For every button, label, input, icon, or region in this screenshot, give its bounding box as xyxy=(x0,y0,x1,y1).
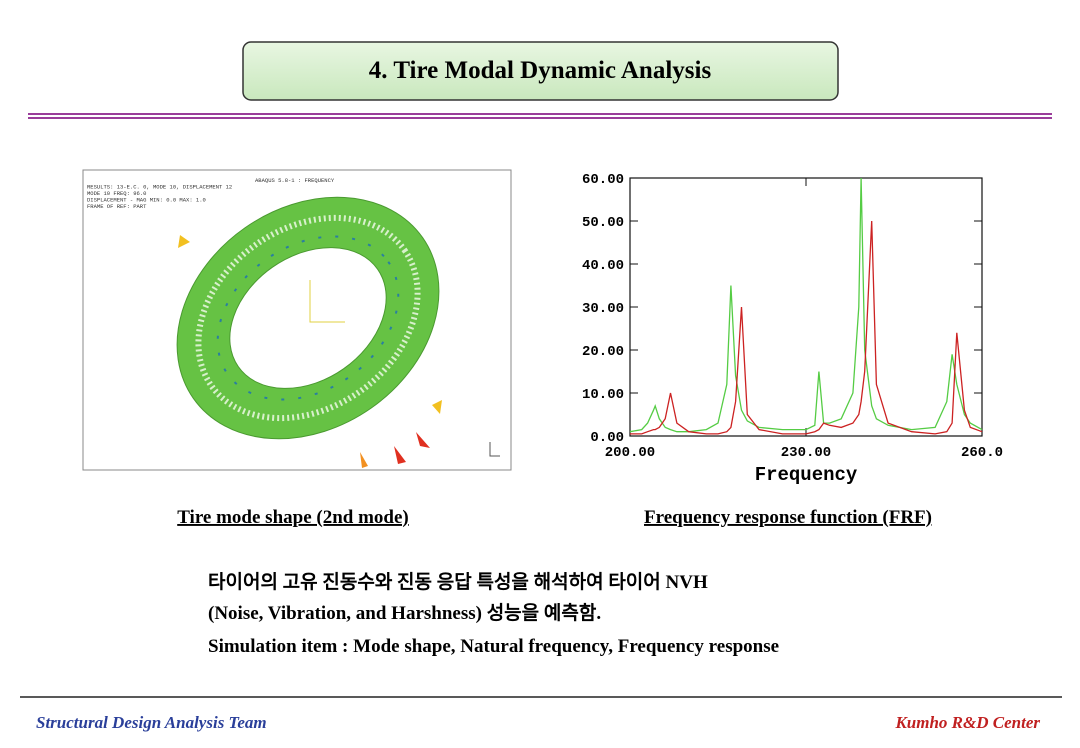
tire-nodes xyxy=(216,235,400,401)
caption: Frequency response function (FRF) xyxy=(644,507,932,528)
footer-left: Structural Design Analysis Team xyxy=(36,713,267,732)
y-tick-label: 30.00 xyxy=(582,301,624,317)
x-axis-label: Frequency xyxy=(755,464,858,486)
body-line: Simulation item : Mode shape, Natural fr… xyxy=(208,636,779,657)
image-text: RESULTS: 13-E.C. 0, MODE 10, DISPLACEMEN… xyxy=(87,184,232,191)
tire-hole xyxy=(229,247,387,389)
y-tick-label: 0.00 xyxy=(590,430,624,446)
x-tick-label: 230.00 xyxy=(781,445,831,461)
y-tick-label: 20.00 xyxy=(582,344,624,360)
y-tick-label: 50.00 xyxy=(582,215,624,231)
marker xyxy=(432,400,442,414)
marker xyxy=(394,446,406,464)
footer-right: Kumho R&D Center xyxy=(894,713,1040,732)
title: 4. Tire Modal Dynamic Analysis xyxy=(369,57,712,84)
image-text: MODE 10 FREQ: 96.0 xyxy=(87,190,146,197)
y-tick-label: 40.00 xyxy=(582,258,624,274)
plot-frame xyxy=(629,177,983,437)
body-line: 타이어의 고유 진동수와 진동 응답 특성을 해석하여 타이어 NVH xyxy=(208,571,708,593)
title-box xyxy=(242,41,839,101)
tire-image: ABAQUS 5.8-1 : FREQUENCY RESULTS: 13-E.C.… xyxy=(82,169,512,471)
y-tick-label: 10.00 xyxy=(582,387,624,403)
image-text: ABAQUS 5.8-1 : FREQUENCY xyxy=(255,177,335,184)
x-tick-label: 200.00 xyxy=(605,445,655,461)
marker xyxy=(178,235,190,248)
y-tick-label: 60.00 xyxy=(582,172,624,188)
frf-line xyxy=(630,220,983,435)
axis-icon xyxy=(489,442,500,457)
x-tick-label: 260.0 xyxy=(961,445,1003,461)
body-line: (Noise, Vibration, and Harshness) 성능을 예측… xyxy=(208,602,601,624)
frf-line xyxy=(629,177,983,433)
marker xyxy=(360,452,368,468)
caption: Tire mode shape (2nd mode) xyxy=(177,507,409,528)
marker xyxy=(416,432,430,448)
axis-icon xyxy=(309,280,345,323)
image-text: FRAME OF REF: PART xyxy=(87,203,147,210)
frf-chart: 0.00 10.00 20.00 30.00 40.00 50.00 60.00 200.00… xyxy=(582,172,1003,486)
tire-mesh xyxy=(195,214,421,422)
image-text: DISPLACEMENT - MAG MIN: 0.0 MAX: 1.0 xyxy=(87,197,206,204)
